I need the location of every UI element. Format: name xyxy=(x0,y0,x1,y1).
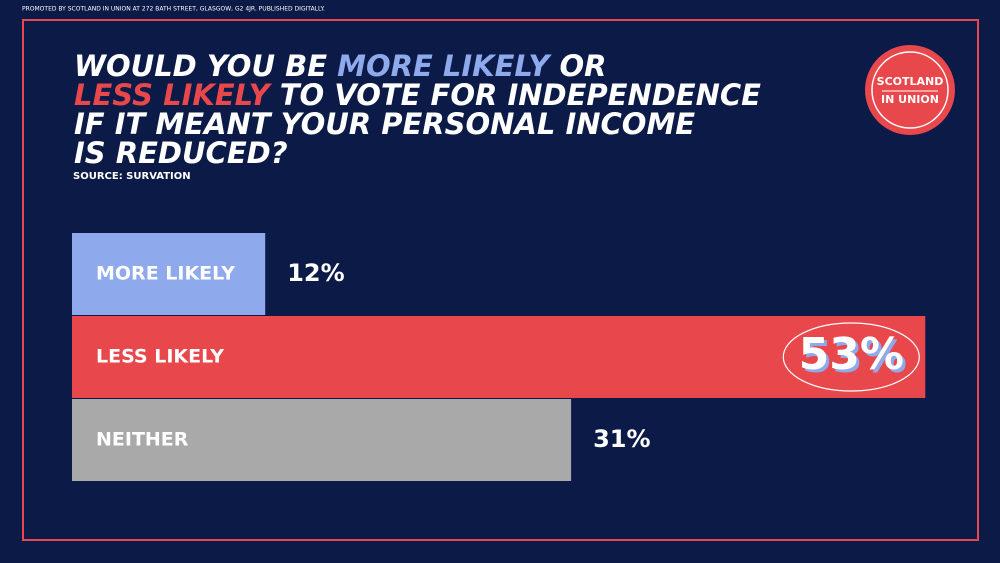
value-label-shadow: 53% xyxy=(802,332,907,383)
value-label: 53% xyxy=(799,329,904,380)
chart-title: WOULD YOU BE MORE LIKELY OR xyxy=(74,49,606,83)
category-label: LESS LIKELY xyxy=(96,346,224,368)
logo-text: SCOTLAND xyxy=(877,75,944,88)
chart-title: IF IT MEANT YOUR PERSONAL INCOME xyxy=(74,107,695,141)
value-label: 31% xyxy=(593,425,650,453)
category-label: NEITHER xyxy=(96,429,189,451)
logo-ring xyxy=(871,51,949,129)
logo-text: IN UNION xyxy=(881,93,939,106)
title-part: MORE LIKELY xyxy=(337,49,552,83)
title-part: IS REDUCED? xyxy=(74,136,288,170)
promoted-by: PROMOTED BY SCOTLAND IN UNION AT 272 BAT… xyxy=(22,6,325,13)
category-label: MORE LIKELY xyxy=(96,263,235,285)
title-part: IF IT MEANT YOUR PERSONAL INCOME xyxy=(74,107,695,141)
logo-circle xyxy=(865,45,955,135)
title-part: LESS LIKELY xyxy=(74,78,273,112)
bar xyxy=(72,399,572,481)
title-part: WOULD YOU BE xyxy=(74,49,327,83)
title-part: OR xyxy=(560,49,607,83)
chart-title: LESS LIKELY TO VOTE FOR INDEPENDENCE xyxy=(74,78,761,112)
title-part: TO VOTE FOR INDEPENDENCE xyxy=(280,78,761,112)
chart-title: IS REDUCED? xyxy=(74,136,288,170)
frame xyxy=(22,19,979,541)
label-circle xyxy=(782,322,920,392)
logo: SCOTLAND IN UNION xyxy=(865,45,955,135)
value-label: 12% xyxy=(287,259,344,287)
subtitle: SOURCE: SURVATION xyxy=(73,171,191,182)
bar xyxy=(72,233,266,315)
